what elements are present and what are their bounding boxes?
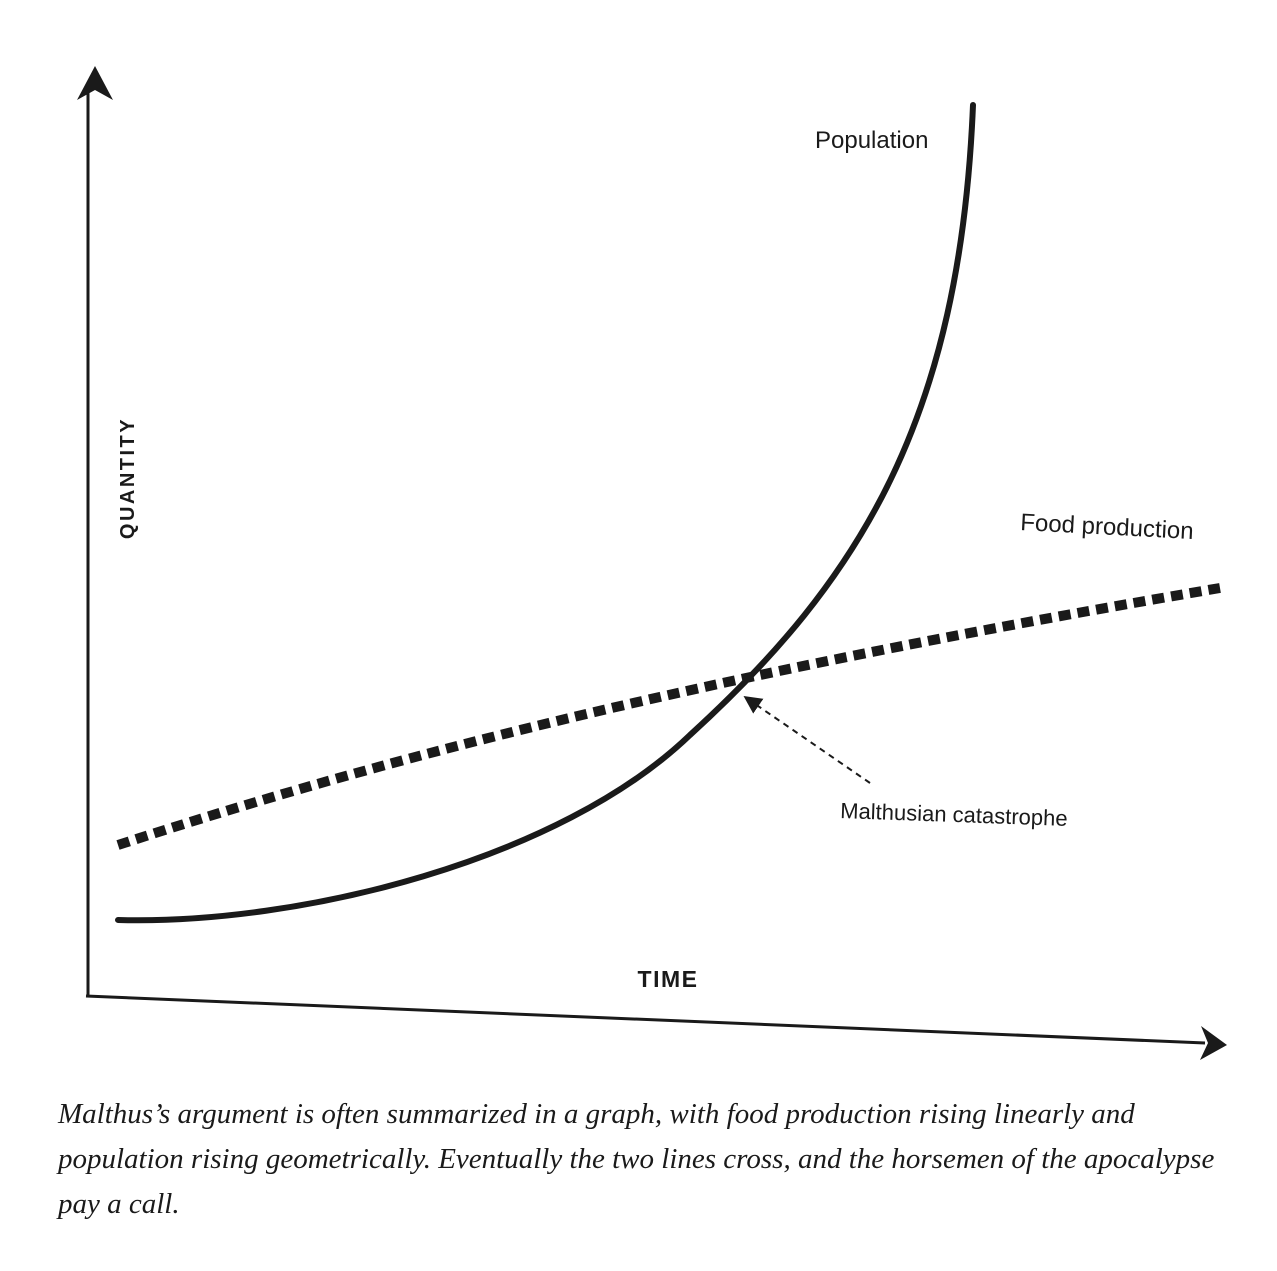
food-production-label: Food production (1020, 509, 1195, 545)
x-axis-arrowhead (1200, 1026, 1227, 1060)
population-label: Population (815, 127, 928, 154)
x-axis-label: TIME (638, 966, 699, 992)
malthusian-catastrophe-label: Malthusian catastrophe (840, 798, 1068, 831)
x-axis (85, 994, 1206, 1045)
figure-caption: Malthus’s argument is often summarized i… (58, 1098, 1215, 1220)
population-curve (115, 102, 976, 924)
y-axis-arrowhead (77, 66, 113, 100)
food-production-line (116, 583, 1221, 850)
catastrophe-pointer (743, 695, 871, 784)
y-axis-label: QUANTITY (117, 417, 139, 539)
